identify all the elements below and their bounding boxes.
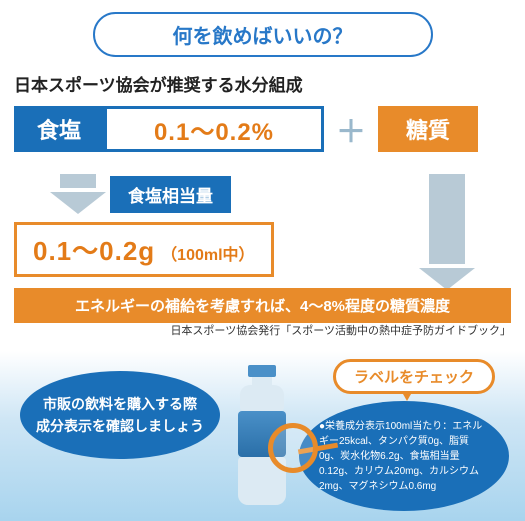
plus-icon: ＋ xyxy=(324,107,378,151)
source-citation: 日本スポーツ協会発行「スポーツ活動中の熱中症予防ガイドブック」 xyxy=(170,322,511,338)
label-check-pill: ラベルをチェック xyxy=(333,359,495,394)
arrow-down-right-icon xyxy=(419,174,475,294)
advice-line-2: 成分表示を確認しましょう xyxy=(36,418,204,434)
advice-bubble: 市販の飲料を購入する際 成分表示を確認しましょう xyxy=(20,371,220,459)
bottom-panel: 市販の飲料を購入する際 成分表示を確認しましょう ラベルをチェック ●栄養成分表… xyxy=(0,351,525,521)
subtitle: 日本スポーツ協会が推奨する水分組成 xyxy=(0,71,525,106)
arrow-down-left-icon xyxy=(50,174,106,218)
salt-value-box: 0.1〜0.2% xyxy=(104,106,324,152)
composition-row: 食塩 0.1〜0.2% ＋ 糖質 xyxy=(0,106,525,152)
salt-equivalent-box: 食塩相当量 xyxy=(110,176,231,213)
amount-box: 0.1〜0.2g （100ml中） xyxy=(14,222,274,277)
nutrition-bubble: ●栄養成分表示100ml当たり：エネルギー25kcal、タンパク質0g、脂質0g… xyxy=(299,401,509,511)
advice-line-1: 市販の飲料を購入する際 xyxy=(43,396,197,412)
magnifier-icon xyxy=(268,423,318,473)
amount-unit: （100ml中） xyxy=(161,241,254,265)
energy-note-bar: エネルギーの補給を考慮すれば、4〜8%程度の糖質濃度 xyxy=(14,288,511,323)
amount-value: 0.1〜0.2g xyxy=(33,231,155,268)
salt-label-box: 食塩 xyxy=(14,106,104,152)
sugar-label-box: 糖質 xyxy=(378,106,478,152)
title-pill: 何を飲めばいいの？ xyxy=(93,12,433,57)
